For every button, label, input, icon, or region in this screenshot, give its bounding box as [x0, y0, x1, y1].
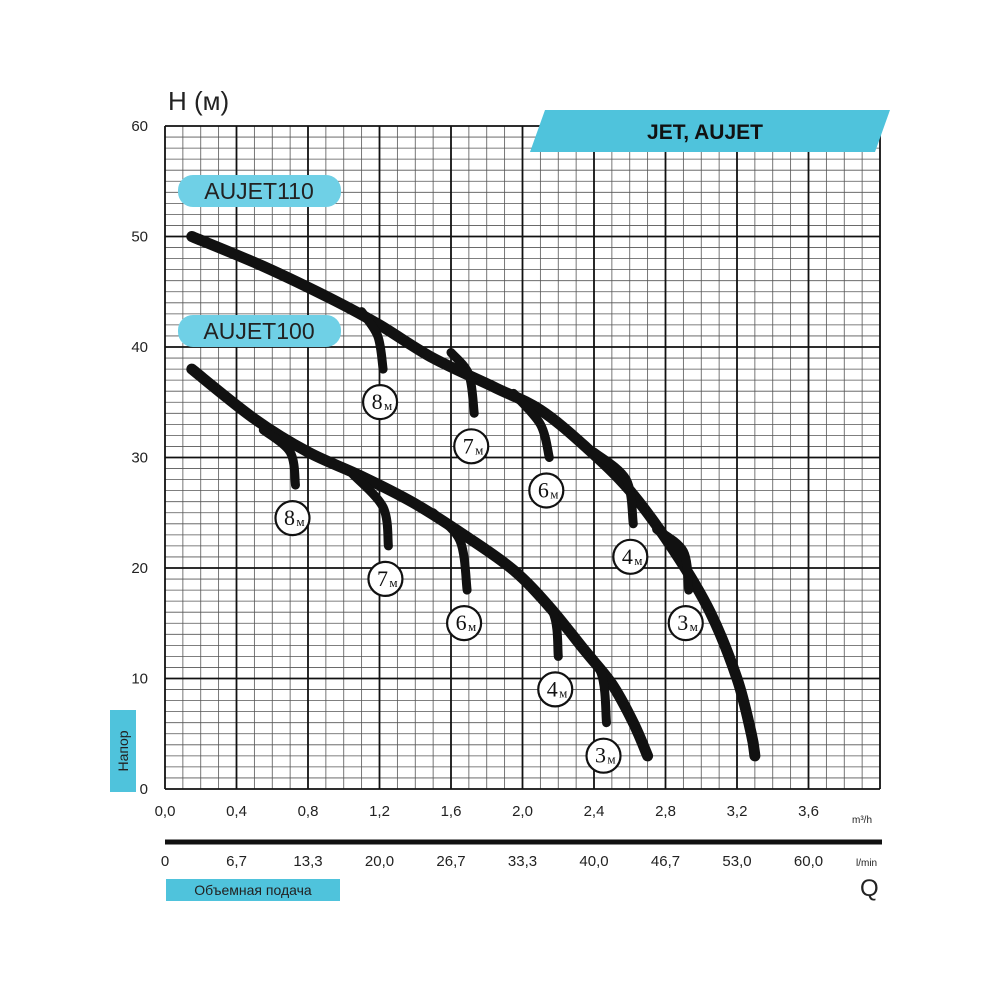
depth-label-unit: м — [384, 398, 392, 413]
x-tick-label-lmin: 60,0 — [794, 853, 823, 870]
branch-curve-7m — [446, 348, 479, 418]
series-line-aujet100 — [186, 363, 654, 762]
x-tick-label-m3h: 0,4 — [226, 803, 247, 820]
depth-label-circle — [361, 384, 399, 421]
branch-curve-6m — [509, 388, 554, 462]
branch-curve-3m — [571, 635, 611, 728]
x-tick-label-m3h: 1,6 — [441, 803, 462, 820]
depth-label-unit: м — [559, 685, 567, 700]
depth-label-number: 6 — [538, 478, 549, 503]
depth-label-number: 7 — [463, 433, 474, 458]
y-axis-title: H (м) — [168, 86, 229, 116]
y-label-bg — [110, 710, 136, 792]
depth-label-unit: м — [389, 575, 397, 590]
banner-title: JET, AUJET — [647, 121, 763, 144]
branch-curve-8m — [357, 307, 388, 374]
y-tick-label: 20 — [131, 560, 148, 577]
depth-label-circle — [585, 737, 622, 774]
y-tick-label: 40 — [131, 339, 148, 356]
depth-label-circle — [274, 500, 311, 537]
depth-label-circle — [528, 472, 565, 509]
branch-curve-3m — [652, 524, 694, 595]
depth-label-circle — [537, 671, 574, 708]
depth-label-number: 3 — [677, 610, 688, 635]
x-axis-label: Объемная подача — [194, 882, 312, 898]
depth-label-number: 6 — [456, 610, 467, 635]
y-axis-label: Напор — [115, 730, 131, 771]
tag-aujet110: AUJET110 — [204, 178, 314, 204]
x-tick-label-lmin: 33,3 — [508, 853, 537, 870]
depth-label-number: 4 — [622, 544, 633, 569]
x-tick-labels-m3h: 0,0 0,4 0,8 1,2 1,6 2,0 2,4 2,8 3,2 3,6 — [155, 803, 819, 820]
x-label-bg — [166, 879, 340, 901]
suction-depth-labels: 8 м7 м6 м4 м3 м8 м7 м6 м4 м3 м — [274, 384, 704, 774]
branch-curve-6m — [428, 508, 472, 595]
x-tick-label-m3h: 1,2 — [369, 803, 390, 820]
y-tick-label: 30 — [131, 450, 148, 467]
depth-label-unit: м — [468, 619, 476, 634]
x-tick-label-lmin: 20,0 — [365, 853, 394, 870]
branch-curve-4m — [589, 447, 638, 529]
x-tick-label-lmin: 46,7 — [651, 853, 680, 870]
x-tick-label-m3h: 2,8 — [655, 803, 676, 820]
depth-label-unit: м — [690, 619, 698, 634]
x-tick-label-lmin: 40,0 — [579, 853, 608, 870]
pump-curves — [186, 231, 761, 762]
y-tick-label: 10 — [131, 671, 148, 688]
x-unit-lmin: l/min — [856, 858, 877, 869]
x-unit-m3h: m³/h — [852, 815, 872, 826]
depth-label-number: 3 — [595, 743, 606, 768]
x-tick-label-m3h: 3,6 — [798, 803, 819, 820]
branch-curve-7m — [348, 469, 393, 551]
branch-curve-8m — [258, 425, 300, 490]
branch-curve-4m — [518, 574, 563, 661]
y-tick-label: 50 — [131, 229, 148, 246]
x-tick-label-m3h: 0,0 — [155, 803, 176, 820]
depth-label-number: 8 — [372, 389, 383, 414]
x-tick-label-m3h: 0,8 — [298, 803, 319, 820]
x-tick-label-lmin: 13,3 — [293, 853, 322, 870]
y-tick-label: 60 — [131, 118, 148, 135]
depth-label-circle — [453, 428, 490, 465]
depth-label-circle — [612, 538, 649, 575]
depth-label-unit: м — [296, 514, 304, 529]
depth-label-number: 4 — [547, 676, 558, 701]
x-tick-label-m3h: 2,4 — [584, 803, 605, 820]
depth-label-circle — [667, 604, 704, 642]
x-tick-labels-lmin: 0 6,7 13,3 20,0 26,7 33,3 40,0 46,7 53,0 60,0 — [161, 853, 823, 870]
x-tick-label-m3h: 3,2 — [727, 803, 748, 820]
depth-label-number: 8 — [284, 505, 295, 530]
depth-label-unit: м — [607, 752, 615, 767]
depth-label-circle — [367, 560, 404, 598]
banner-shape — [530, 110, 890, 152]
depth-label-unit: м — [550, 487, 558, 502]
y-tick-label: 0 — [140, 781, 148, 798]
y-tick-labels: 0 10 20 30 40 50 60 — [131, 118, 148, 798]
x-tick-label-m3h: 2,0 — [512, 803, 533, 820]
x-tick-label-lmin: 26,7 — [436, 853, 465, 870]
x-tick-label-lmin: 53,0 — [722, 853, 751, 870]
depth-label-circle — [445, 604, 483, 642]
q-symbol: Q — [860, 875, 879, 902]
x-tick-label-lmin: 6,7 — [226, 853, 247, 870]
tag-aujet100-bg — [178, 315, 341, 347]
tag-aujet100: AUJET100 — [203, 318, 314, 344]
series-line-aujet110 — [186, 231, 761, 762]
depth-label-number: 7 — [377, 566, 388, 591]
x-tick-label-lmin: 0 — [161, 853, 169, 870]
depth-label-unit: м — [634, 553, 642, 568]
tag-aujet110-bg — [178, 175, 341, 207]
depth-label-unit: м — [475, 442, 483, 457]
